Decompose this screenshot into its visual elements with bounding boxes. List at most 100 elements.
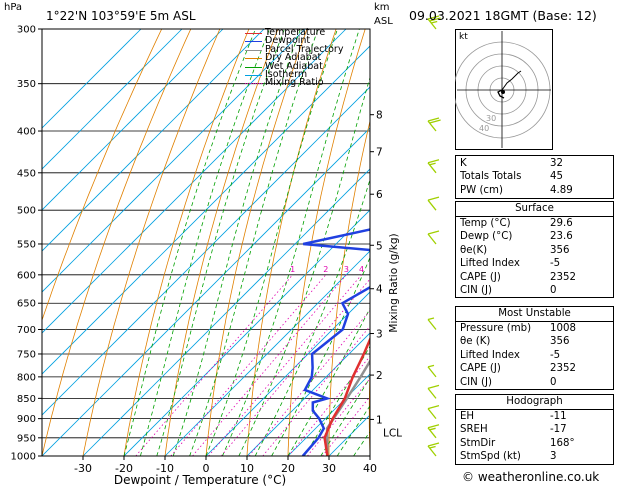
- dry-adiabat-line: [42, 29, 163, 322]
- wind-barb: [427, 230, 440, 245]
- surface-panel: Surface Temp (°C) 29.6 Dewp (°C) 23.6 θe(K…: [455, 201, 614, 299]
- wind-barb: [427, 317, 437, 330]
- mu-row: CAPE (J) 2352: [460, 363, 576, 375]
- mu-row: Pressure (mb) 1008: [460, 323, 576, 334]
- dry-adiabat-line: [368, 360, 370, 456]
- isotherm-line: [42, 127, 370, 456]
- wet-adiabat-line: [222, 29, 360, 456]
- surface-row: CAPE (J) 2352: [460, 271, 576, 283]
- dry-adiabat-line: [287, 29, 366, 456]
- mu-row: Lifted Index -5: [460, 349, 561, 361]
- km-tick-label: 6: [376, 189, 383, 201]
- temperature-tick-label: 40: [363, 462, 377, 475]
- wet-adiabat-line: [205, 29, 338, 456]
- index-row-pw: PW (cm) 4.89: [460, 184, 573, 196]
- legend-item-temperature: Temperature: [243, 28, 343, 37]
- isotherm-line: [205, 291, 370, 456]
- pressure-tick-label: 300: [17, 25, 36, 36]
- mixing-ratio-line: [220, 278, 370, 456]
- isotherm-line: [287, 373, 370, 456]
- pressure-tick-label: 1000: [11, 452, 36, 463]
- mixing-ratio-line: [135, 274, 293, 456]
- asl-unit-label: ASL: [374, 16, 393, 27]
- mixing-ratio-label: 3: [344, 265, 349, 274]
- location-title: 1°22'N 103°59'E 5m ASL: [46, 9, 196, 23]
- pressure-tick-label: 400: [17, 127, 36, 138]
- mixing-ratio-label: 2: [323, 265, 328, 274]
- x-axis-label: Dewpoint / Temperature (°C): [114, 473, 286, 486]
- surface-row: CIN (J) 0: [460, 284, 557, 296]
- isotherm-line: [246, 332, 370, 456]
- dewpoint-trace: [301, 228, 370, 456]
- wind-barbs: [427, 15, 441, 457]
- wet-adiabat-line: [304, 345, 370, 456]
- mu-row: CIN (J) 0: [460, 376, 557, 388]
- indices-panel: K 32 Totals Totals 45 PW (cm) 4.89: [455, 155, 614, 200]
- pressure-tick-label: 550: [17, 239, 36, 250]
- profiles: [301, 228, 370, 456]
- wind-barb: [427, 384, 440, 399]
- pressure-tick-label: 900: [17, 414, 36, 425]
- wet-adiabat-line: [271, 256, 370, 456]
- pressure-tick-label: 700: [17, 325, 36, 336]
- hodo-row: StmSpd (kt) 3: [460, 451, 557, 463]
- dry-adiabat-line: [328, 119, 370, 456]
- most-unstable-title: Most Unstable: [456, 307, 613, 322]
- wind-barb: [427, 117, 441, 132]
- background-lines: 12345810152025: [42, 29, 629, 456]
- temperature-tick-label: 0: [203, 462, 210, 475]
- legend-item-wet-adiabat: Wet Adiabat: [243, 61, 343, 71]
- legend-item-dewpoint: Dewpoint: [243, 36, 343, 46]
- hodo-row: SREH -17: [460, 424, 567, 436]
- parcel-trace: [325, 358, 370, 456]
- hpa-unit-label: hPa: [4, 2, 23, 13]
- dry-adiabat-line: [42, 29, 192, 456]
- wind-barb: [427, 196, 440, 211]
- hodograph-ring-label: 30: [486, 114, 496, 123]
- wind-barb: [427, 424, 440, 439]
- km-tick-label: 2: [376, 370, 383, 382]
- mixing-ratio-line: [288, 355, 370, 456]
- index-row-totals: Totals Totals 45: [460, 171, 563, 183]
- hodograph-panel: Hodograph EH -11 SREH -17 StmDir 168° StmSp…: [455, 394, 614, 465]
- km-tick-label: 4: [376, 284, 383, 296]
- legend-item-mixing-ratio: Mixing Ratio: [243, 78, 343, 88]
- isotherm-line: [82, 168, 370, 456]
- isotherm-line: [123, 209, 370, 456]
- dry-adiabat-line: [205, 29, 308, 456]
- surface-row: Dewp (°C) 23.6: [460, 231, 573, 243]
- surface-row: Lifted Index -5: [460, 258, 561, 270]
- dry-adiabat-line: [123, 29, 250, 456]
- pressure-tick-label: 950: [17, 433, 36, 444]
- isotherm-line: [42, 29, 142, 129]
- legend-item-parcel: Parcel Trajectory: [243, 45, 343, 54]
- km-tick-label: 3: [376, 329, 383, 341]
- pressure-tick-label: 350: [17, 79, 36, 90]
- pressure-tick-label: 650: [17, 299, 36, 310]
- km-tick-label: 1: [376, 414, 383, 426]
- isotherm-line: [42, 29, 224, 211]
- wet-adiabat-line: [156, 29, 285, 456]
- dry-adiabat-line: [620, 29, 629, 456]
- mixing-ratio-line: [208, 274, 362, 456]
- isotherm-line: [42, 29, 183, 170]
- mu-row: θe (K) 356: [460, 336, 570, 348]
- surface-row: Temp (°C) 29.6: [460, 218, 573, 229]
- temperature-tick-label: -20: [115, 462, 133, 475]
- legend-item-dry-adiabat: Dry Adiabat: [243, 53, 343, 62]
- legend: Temperature Dewpoint Parcel Trajectory D…: [243, 28, 343, 88]
- mixing-ratio-label: 5: [371, 265, 376, 274]
- wet-adiabat-line: [336, 405, 370, 456]
- temperature-trace: [323, 336, 370, 456]
- mixing-ratio-label: 4: [359, 265, 364, 274]
- mixing-ratio-label: 1: [290, 265, 295, 274]
- wet-adiabat-line: [254, 178, 370, 456]
- isotherm-line: [42, 29, 265, 252]
- dry-adiabat-line: [82, 29, 221, 456]
- datetime-title: 09.03.2021 18GMT (Base: 12): [409, 8, 597, 23]
- wind-barb: [427, 405, 440, 420]
- wet-adiabat-line: [320, 377, 370, 456]
- mixing-ratio-line: [192, 274, 347, 456]
- dry-adiabat-line: [246, 29, 337, 456]
- isotherm-line: [42, 29, 347, 334]
